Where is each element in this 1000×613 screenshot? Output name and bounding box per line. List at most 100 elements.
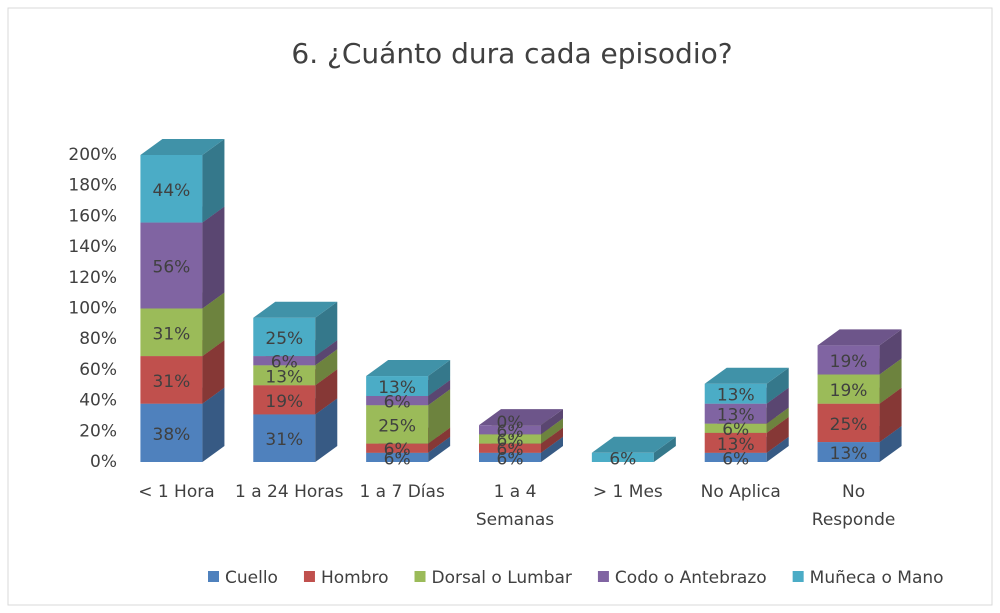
legend-swatch [303, 571, 315, 582]
x-tick-label: > 1 Mes [592, 482, 663, 502]
bar-side [879, 358, 902, 404]
y-tick-label: 100% [68, 299, 117, 319]
bar-side [879, 426, 902, 462]
bar-side [202, 292, 225, 357]
bar-side [766, 367, 789, 404]
legend-label: Cuello [225, 568, 278, 588]
data-label: 25% [378, 416, 416, 436]
bar-segment [366, 376, 429, 396]
bar-top [704, 367, 789, 384]
x-tick-label: < 1 Hora [138, 482, 215, 502]
y-tick-label: 200% [68, 145, 117, 165]
bar-side [428, 379, 451, 406]
data-label: 56% [153, 258, 191, 278]
legend-label: Hombro [321, 568, 389, 588]
bar-segment [817, 403, 880, 443]
data-label: 31% [265, 430, 303, 450]
bar-top [253, 301, 338, 318]
bar-segment [140, 308, 203, 357]
legend-swatch [208, 571, 219, 582]
bar-segment [817, 345, 880, 375]
data-label: 31% [153, 324, 191, 344]
bar-segment [140, 222, 203, 309]
bar-top [366, 360, 451, 377]
data-label: 13% [830, 444, 868, 464]
data-label: 19% [830, 381, 868, 401]
legend-swatch [792, 571, 804, 582]
bar-top [817, 329, 902, 346]
bar-top [479, 409, 563, 426]
data-label: 6% [722, 420, 749, 440]
data-label: 19% [830, 352, 868, 372]
y-tick-label: 0% [90, 452, 117, 472]
bar-segment [253, 365, 316, 386]
bar-side [653, 436, 676, 462]
bar-side [315, 301, 338, 357]
bar-side [541, 427, 563, 453]
y-tick-label: 40% [79, 391, 117, 411]
bar-segment [366, 405, 429, 444]
data-label: 25% [830, 415, 868, 435]
y-tick-label: 80% [79, 329, 117, 349]
data-label: 6% [271, 353, 298, 373]
bar-side [879, 387, 902, 443]
x-tick-label: 1 a 4 Semanas [475, 482, 555, 530]
bar-side [315, 369, 338, 415]
data-label: 38% [153, 425, 191, 445]
data-label: 13% [717, 386, 755, 406]
y-tick-label: 140% [68, 237, 117, 257]
data-label: 6% [384, 449, 411, 469]
data-label: 19% [265, 392, 303, 412]
legend-label: Dorsal o Lumbar [432, 568, 572, 588]
bar-segment [704, 452, 767, 462]
bar-segment [704, 403, 767, 424]
y-tick-label: 20% [79, 421, 117, 441]
bar-side [766, 387, 789, 424]
y-tick-label: 60% [79, 360, 117, 380]
x-tick-label: 1 a 7 Días [359, 482, 445, 502]
bar-segment [479, 425, 541, 435]
bar-side [766, 407, 789, 433]
bar-side [202, 340, 225, 404]
bar-segment [817, 442, 880, 462]
x-tick-label: 1 a 24 Horas [235, 482, 344, 502]
legend-swatch [414, 571, 426, 582]
bar-side [766, 416, 789, 453]
bar-segment [140, 356, 203, 404]
bar-segment [479, 443, 541, 453]
bar-side [202, 387, 225, 462]
data-label: 31% [153, 372, 191, 392]
data-label: 6% [384, 393, 411, 413]
data-label: 6% [609, 449, 636, 469]
bar-segment [253, 317, 316, 357]
bar-side [202, 206, 225, 309]
bar-top [140, 139, 225, 155]
x-tick-label: No Responde [811, 482, 896, 530]
data-label: 6% [722, 449, 749, 469]
bar-side [315, 398, 338, 462]
bar-segment [366, 395, 429, 406]
bar-side [428, 360, 451, 396]
legend-label: Codo o Antebrazo [615, 568, 767, 588]
data-label: 6% [497, 431, 524, 451]
y-tick-label: 120% [68, 268, 117, 288]
data-label: 13% [378, 378, 416, 398]
bar-side [428, 427, 451, 453]
data-label: 13% [717, 435, 755, 455]
bar-side [541, 436, 563, 462]
bar-side [879, 329, 902, 375]
data-label: 6% [497, 422, 524, 442]
data-label: 6% [497, 440, 524, 460]
legend-label: Muñeca o Mano [810, 568, 944, 588]
bar-segment [253, 414, 316, 462]
data-label: 13% [265, 367, 303, 387]
data-label: 6% [497, 449, 524, 469]
data-label: 0% [497, 413, 524, 433]
data-label: 44% [153, 181, 191, 201]
bar-segment [479, 452, 541, 462]
data-label: 6% [384, 440, 411, 460]
bar-side [428, 389, 451, 444]
legend-swatch [597, 571, 609, 582]
x-tick-label: No Aplica [700, 482, 781, 502]
